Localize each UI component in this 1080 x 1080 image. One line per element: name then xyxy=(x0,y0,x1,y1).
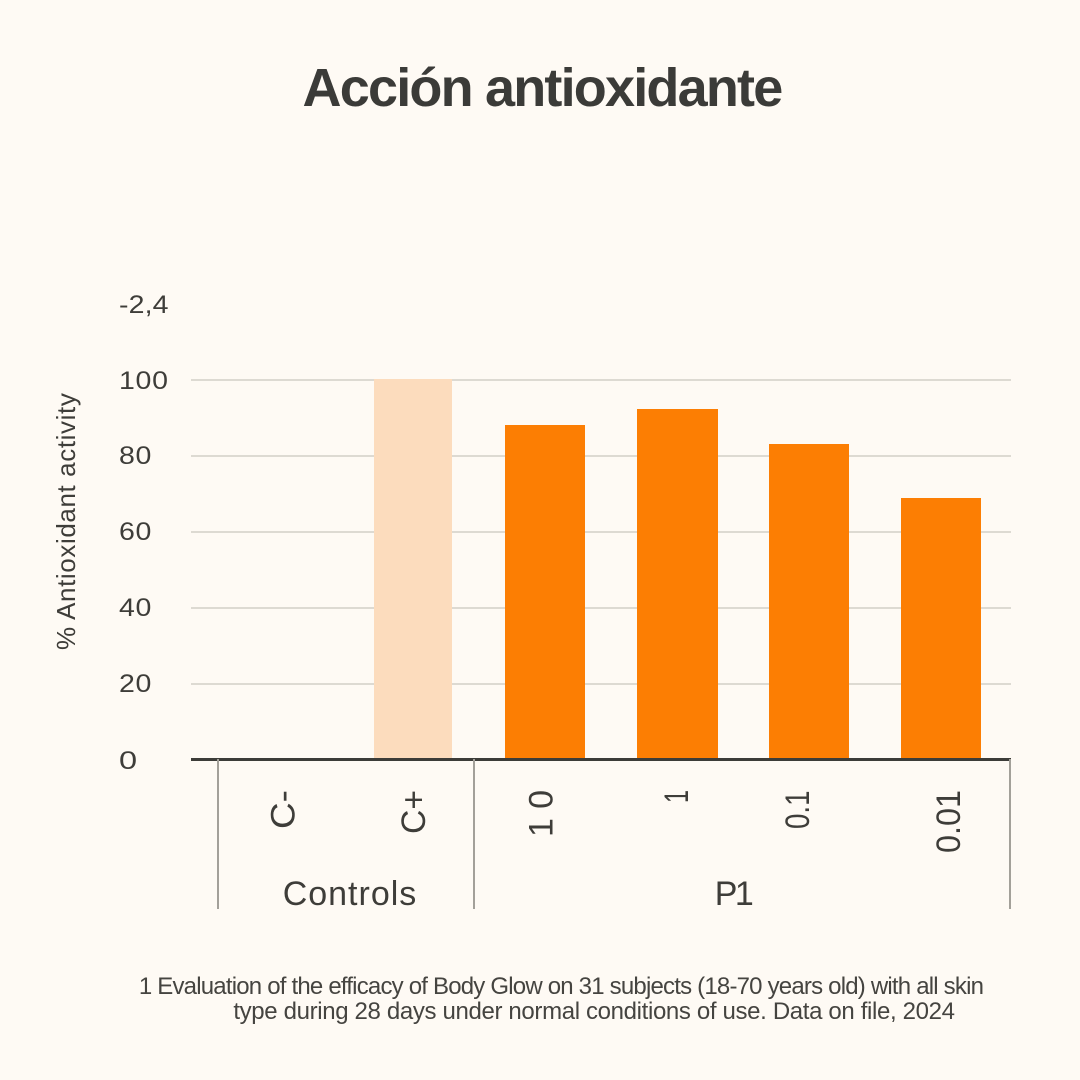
svg-text:1: 1 xyxy=(658,790,696,803)
svg-text:0.1: 0.1 xyxy=(779,791,817,830)
svg-text:10: 10 xyxy=(523,790,561,837)
svg-text:C+: C+ xyxy=(395,790,433,834)
svg-text:C-: C- xyxy=(265,790,303,829)
svg-text:0.01: 0.01 xyxy=(930,790,968,853)
